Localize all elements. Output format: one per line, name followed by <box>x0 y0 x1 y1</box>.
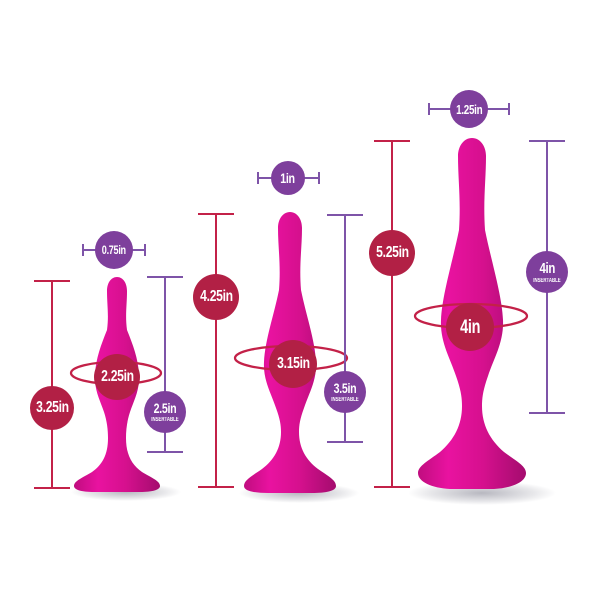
length-measure-line-medium <box>215 214 217 488</box>
girth-badge-large: 4in <box>446 303 494 351</box>
insertable-badge-large: 4in INSERTABLE <box>526 251 568 293</box>
girth-label-large: 4in <box>460 316 480 338</box>
length-measure-line-large <box>391 141 393 488</box>
girth-badge-medium: 3.15in <box>269 340 317 388</box>
length-cap-bottom-medium <box>198 486 234 488</box>
girth-badge-small: 2.25in <box>94 354 140 400</box>
insertable-cap-bottom-large <box>529 412 565 414</box>
insertable-measure-line-small <box>164 277 166 453</box>
top-width-label-large: 1.25in <box>455 101 483 117</box>
length-badge-small: 3.25in <box>30 386 74 430</box>
top-width-label-small: 0.75in <box>101 243 127 257</box>
top-width-label-medium: 1in <box>280 170 296 186</box>
insertable-note-small: INSERTABLE <box>151 417 179 423</box>
length-label-medium: 4.25in <box>199 288 233 305</box>
insertable-cap-bottom-medium <box>327 441 363 443</box>
length-cap-bottom-large <box>374 486 410 488</box>
insertable-cap-bottom-small <box>147 451 183 453</box>
length-cap-top-medium <box>198 213 234 215</box>
top-width-badge-medium: 1in <box>271 161 305 195</box>
girth-label-medium: 3.15in <box>276 355 310 372</box>
insertable-measure-line-medium <box>344 215 346 443</box>
length-label-small: 3.25in <box>35 399 69 416</box>
insertable-cap-top-small <box>147 276 183 278</box>
top-width-tick-right-large <box>508 103 510 115</box>
insertable-label-medium: 3.5in <box>333 380 357 396</box>
insertable-badge-small: 2.5in INSERTABLE <box>144 391 186 433</box>
insertable-label-large: 4in <box>539 259 555 277</box>
top-width-tick-left-small <box>82 244 84 256</box>
girth-label-small: 2.25in <box>100 368 134 385</box>
length-label-large: 5.25in <box>375 244 409 261</box>
top-width-tick-right-small <box>144 244 146 256</box>
length-cap-top-large <box>374 140 410 142</box>
length-cap-bottom-small <box>34 487 70 489</box>
insertable-label-small: 2.5in <box>153 400 177 416</box>
insertable-note-large: INSERTABLE <box>533 277 561 284</box>
top-width-tick-left-medium <box>257 172 259 184</box>
length-cap-top-small <box>34 280 70 282</box>
top-width-badge-large: 1.25in <box>450 90 488 128</box>
top-width-badge-small: 0.75in <box>95 231 133 269</box>
top-width-tick-left-large <box>428 103 430 115</box>
top-width-tick-right-medium <box>318 172 320 184</box>
insertable-cap-top-medium <box>327 214 363 216</box>
insertable-note-medium: INSERTABLE <box>331 397 359 403</box>
length-measure-line-small <box>51 281 53 489</box>
length-badge-large: 5.25in <box>369 230 415 276</box>
length-badge-medium: 4.25in <box>193 274 239 320</box>
insertable-badge-medium: 3.5in INSERTABLE <box>324 371 366 413</box>
insertable-cap-top-large <box>529 140 565 142</box>
